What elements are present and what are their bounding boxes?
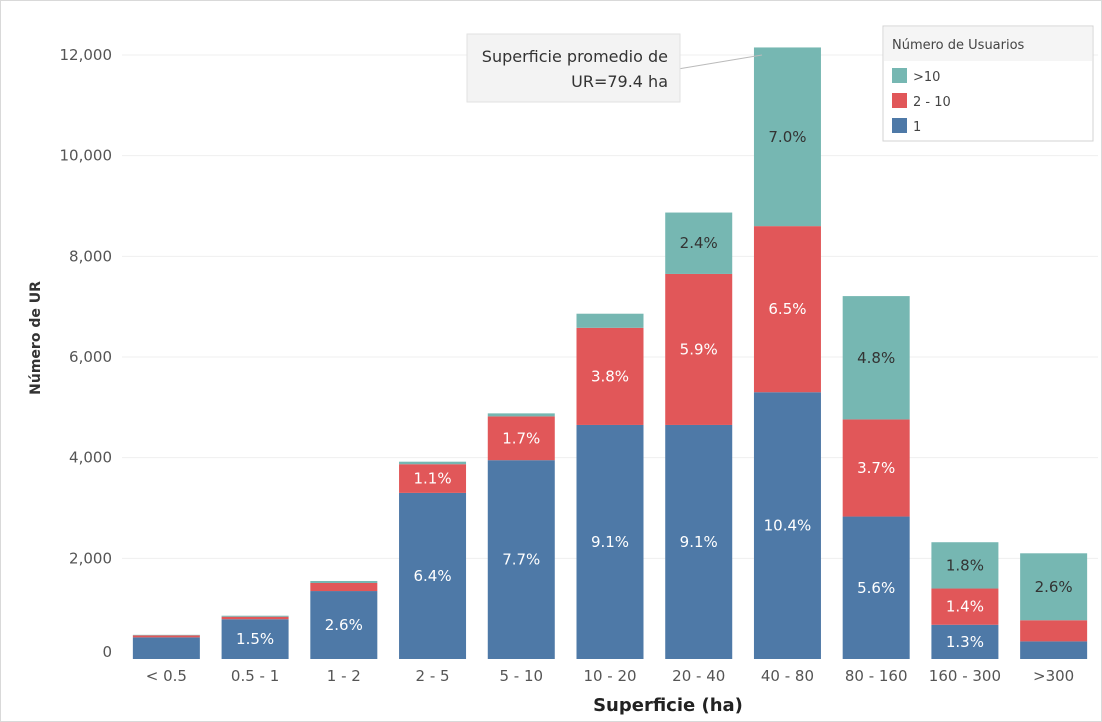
bar-data-label: 2.6% xyxy=(325,616,363,634)
legend: Número de Usuarios >10 2 - 10 1 xyxy=(882,25,1094,142)
bar-segment xyxy=(931,624,999,659)
bar-segment xyxy=(1020,641,1088,659)
y-tick-label: 10,000 xyxy=(60,147,113,165)
bar-data-label: 1.8% xyxy=(946,556,984,574)
x-tick-label: 20 - 40 xyxy=(672,667,725,685)
bar-data-label: 10.4% xyxy=(764,517,812,535)
bar-segment xyxy=(1020,620,1088,642)
y-tick-label: 4,000 xyxy=(69,449,112,467)
bar-segment xyxy=(665,424,733,659)
bar-data-label: 2.4% xyxy=(680,234,718,252)
legend-title-background xyxy=(884,27,1092,61)
bar-segment xyxy=(753,392,821,659)
bar-segment xyxy=(399,461,467,465)
bars: 1.5% 2.6% 6.4% 1.1% 7.7% 1.7% 9.1% 3.8% 9.1% 5.9%… xyxy=(132,47,1088,659)
bar-segment xyxy=(931,542,999,589)
x-tick-label: 0.5 - 1 xyxy=(231,667,279,685)
legend-swatch xyxy=(892,93,907,108)
legend-label: 2 - 10 xyxy=(913,95,951,110)
annotation-leader-line xyxy=(671,54,763,71)
y-tick-label: 12,000 xyxy=(60,46,113,64)
bar-data-label: 1.5% xyxy=(236,630,274,648)
bar-data-label: 6.4% xyxy=(413,567,451,585)
legend-label: >10 xyxy=(913,70,940,85)
annotation-line-2: UR=79.4 ha xyxy=(571,72,668,91)
bar-data-label: 6.5% xyxy=(768,300,806,318)
bar-data-label: 3.7% xyxy=(857,459,895,477)
x-tick-label: 10 - 20 xyxy=(583,667,636,685)
x-tick-label: 80 - 160 xyxy=(845,667,908,685)
x-tick-label: < 0.5 xyxy=(146,667,187,685)
bar-segment xyxy=(576,424,644,659)
bar-data-label: 9.1% xyxy=(591,533,629,551)
legend-title: Número de Usuarios xyxy=(892,38,1025,53)
bar-segment xyxy=(665,273,733,425)
bar-data-label: 1.7% xyxy=(502,429,540,447)
bar-segment xyxy=(931,588,999,625)
x-tick-label: 1 - 2 xyxy=(327,667,361,685)
y-tick-label: 6,000 xyxy=(69,348,112,366)
bar-segment xyxy=(842,419,910,517)
bar-data-label: 1.3% xyxy=(946,633,984,651)
y-axis-title: Número de UR xyxy=(28,281,44,395)
legend-swatch xyxy=(892,68,907,83)
bar-segment xyxy=(487,413,555,417)
y-axis-ticks: 0 2,000 4,000 6,000 8,000 10,000 12,000 xyxy=(60,46,113,661)
y-tick-label: 2,000 xyxy=(69,549,112,567)
x-tick-label: 40 - 80 xyxy=(761,667,814,685)
bar-segment xyxy=(842,516,910,659)
legend-label: 1 xyxy=(913,120,921,135)
bar-segment xyxy=(576,327,644,425)
x-axis-title: Superficie (ha) xyxy=(593,695,743,716)
bar-segment xyxy=(753,226,821,393)
bar-segment xyxy=(221,616,289,620)
bar-data-label: 1.4% xyxy=(946,598,984,616)
bar-data-label: 5.6% xyxy=(857,579,895,597)
annotation-line-1: Superficie promedio de xyxy=(482,47,668,66)
y-tick-label: 8,000 xyxy=(69,247,112,265)
bar-data-label: 1.1% xyxy=(413,470,451,488)
bar-segment xyxy=(399,492,467,659)
bar-segment xyxy=(1020,553,1088,621)
legend-swatch xyxy=(892,118,907,133)
bar-segment xyxy=(399,464,467,493)
bar-segment xyxy=(132,635,200,638)
bar-segment xyxy=(221,615,289,617)
bar-segment xyxy=(310,591,378,659)
bar-segment xyxy=(132,637,200,659)
bar-segment xyxy=(576,313,644,328)
x-tick-label: 160 - 300 xyxy=(929,667,1001,685)
bar-segment xyxy=(221,619,289,659)
bar-data-label: 4.8% xyxy=(857,349,895,367)
bar-data-label: 2.6% xyxy=(1035,578,1073,596)
x-tick-label: 2 - 5 xyxy=(416,667,450,685)
x-tick-label: >300 xyxy=(1033,667,1074,685)
y-tick-label: 0 xyxy=(102,643,112,661)
bar-segment xyxy=(753,47,821,227)
bar-data-label: 9.1% xyxy=(680,533,718,551)
bar-data-label: 7.7% xyxy=(502,551,540,569)
average-annotation: Superficie promedio de UR=79.4 ha xyxy=(466,33,763,103)
bar-segment xyxy=(487,460,555,659)
bar-segment xyxy=(132,634,200,636)
bar-data-label: 3.8% xyxy=(591,367,629,385)
bar-segment xyxy=(487,416,555,461)
bar-segment xyxy=(665,212,733,274)
bar-segment xyxy=(842,296,910,420)
bar-segment xyxy=(310,582,378,592)
x-tick-label: 5 - 10 xyxy=(499,667,543,685)
bar-segment xyxy=(310,580,378,583)
bar-data-label: 7.0% xyxy=(768,128,806,146)
x-axis-ticks: < 0.5 0.5 - 1 1 - 2 2 - 5 5 - 10 10 - 20 20 - … xyxy=(146,667,1074,685)
bar-data-label: 5.9% xyxy=(680,340,718,358)
annotation-box xyxy=(466,33,681,103)
legend-items: >10 2 - 10 1 xyxy=(892,68,951,135)
